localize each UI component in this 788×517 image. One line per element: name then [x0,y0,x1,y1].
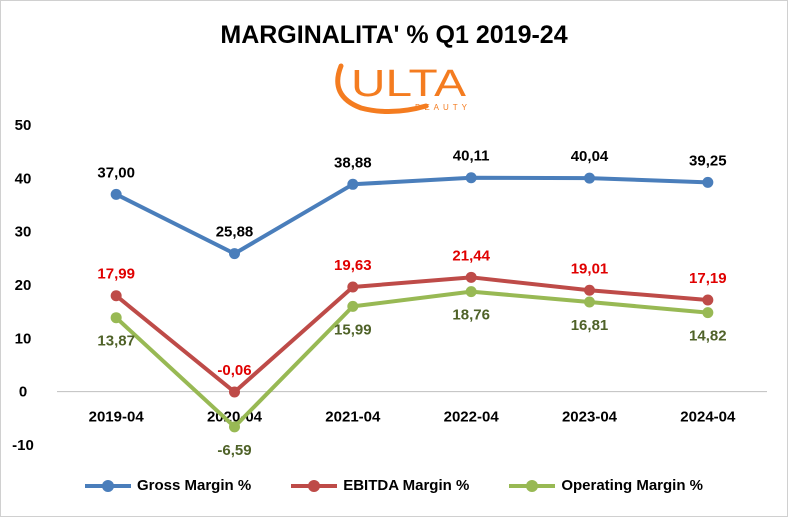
data-point [110,312,122,324]
logo-main-text: ULTA [351,63,467,105]
x-tick-label: 2024-04 [680,409,736,426]
data-point [229,248,240,260]
x-tick-label: 2019-04 [89,409,145,426]
data-label: 13,87 [97,333,135,350]
data-point [465,271,477,283]
legend-label: Gross Margin % [136,477,252,494]
y-tick-label: 20 [15,277,32,294]
data-point [347,281,359,293]
data-label: 21,44 [452,247,490,264]
data-point [465,172,477,184]
y-tick-label: 10 [15,330,32,347]
data-point [229,421,240,433]
data-point [702,294,714,306]
series-line [114,275,708,394]
y-tick-label: -10 [12,437,34,454]
y-tick-label: 30 [15,224,32,241]
data-label: 18,76 [452,307,490,324]
y-tick-label: 40 [15,170,32,187]
legend-label: EBITDA Margin % [343,477,470,494]
data-label: -6,59 [217,442,251,459]
data-point [110,290,122,302]
x-tick-label: 2023-04 [562,409,618,426]
data-point [110,188,122,200]
series-line [114,289,709,429]
data-label: 38,88 [334,154,372,171]
data-label: -0,06 [217,362,251,379]
chart-title: MARGINALITA' % Q1 2019-24 [220,21,568,49]
legend-item: Gross Margin % [84,477,252,494]
data-point [702,307,714,319]
x-tick-label: 2022-04 [444,409,500,426]
logo-sub-text: BEAUTY [415,103,471,112]
data-point [584,296,595,308]
data-label: 40,04 [571,148,609,165]
y-tick-label: 50 [15,117,32,134]
legend-marker-icon [509,479,556,492]
data-label: 37,00 [97,164,135,181]
data-label: 14,82 [689,328,727,345]
data-point [347,300,359,312]
data-label: 19,63 [334,257,372,274]
legend-marker-icon [291,479,338,492]
x-tick-label: 2021-04 [325,409,381,426]
legend-item: EBITDA Margin % [291,477,469,494]
legend-marker-icon [84,479,131,492]
data-label: 19,01 [571,260,609,277]
y-tick-label: 0 [19,384,27,401]
data-point [229,386,240,398]
data-label: 15,99 [334,321,372,338]
series-line [115,175,708,256]
data-label: 16,81 [571,317,609,334]
data-point [584,284,595,296]
legend-label: Operating Margin % [561,477,703,494]
data-point [347,178,359,190]
ulta-logo: ULTA BEAUTY [331,56,481,118]
data-point [465,286,477,298]
data-label: 39,25 [689,152,727,169]
data-label: 17,19 [689,270,727,287]
data-label: 25,88 [216,224,254,241]
data-point [702,176,714,188]
data-label: 40,11 [453,148,490,165]
legend-item: Operating Margin % [509,477,703,494]
data-label: 17,99 [97,266,135,283]
data-point [584,172,595,184]
legend: Gross Margin % EBITDA Margin % Operating M… [1,477,787,494]
